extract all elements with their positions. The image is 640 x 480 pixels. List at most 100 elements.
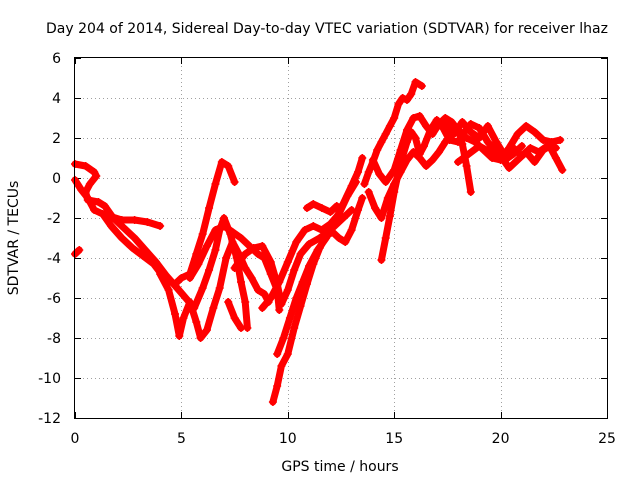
data-point	[277, 300, 286, 308]
data-point	[513, 130, 522, 138]
data-point	[202, 242, 211, 250]
data-point	[119, 224, 128, 232]
data-point	[219, 214, 228, 222]
y-tick-label: -2	[47, 211, 61, 227]
x-tick-label: 20	[492, 431, 510, 447]
data-point	[302, 204, 311, 212]
data-point	[434, 120, 443, 128]
data-point	[409, 148, 418, 156]
data-point	[175, 332, 184, 340]
data-point	[236, 324, 245, 332]
data-point	[441, 138, 450, 146]
x-axis-label: GPS time / hours	[281, 459, 398, 475]
data-point	[381, 178, 390, 186]
data-point	[228, 238, 237, 246]
data-point	[551, 144, 560, 152]
data-point	[422, 162, 431, 170]
data-point	[398, 94, 407, 102]
data-point	[434, 148, 443, 156]
data-point	[249, 244, 258, 252]
data-point	[266, 294, 275, 302]
data-point	[181, 294, 190, 302]
data-point	[292, 294, 301, 302]
data-point	[364, 168, 373, 176]
data-point	[202, 326, 211, 334]
data-point	[462, 162, 471, 170]
data-point	[394, 100, 403, 108]
data-point	[354, 206, 363, 214]
data-point	[149, 260, 158, 268]
y-tick-label: -6	[47, 291, 61, 307]
data-point	[543, 142, 552, 150]
data-point	[492, 138, 501, 146]
y-tick-label: 2	[52, 131, 61, 147]
data-point	[332, 202, 341, 210]
data-point	[285, 314, 294, 322]
x-tick-label: 25	[598, 431, 616, 447]
data-point	[209, 304, 218, 312]
series-track-3	[71, 246, 84, 258]
x-tick-labels: 0 5 10 15 20 25	[71, 431, 616, 447]
data-point	[300, 226, 309, 234]
data-point	[117, 234, 126, 242]
data-point	[513, 156, 522, 164]
data-point	[475, 124, 484, 132]
data-point	[92, 172, 101, 180]
data-point	[396, 168, 405, 176]
data-point	[317, 204, 326, 212]
data-point	[105, 212, 114, 220]
data-point	[296, 250, 305, 258]
data-point	[290, 324, 299, 332]
data-point	[75, 246, 84, 254]
data-point	[211, 180, 220, 188]
data-point	[230, 264, 239, 272]
data-point	[402, 96, 411, 104]
data-point	[485, 148, 494, 156]
data-point	[375, 170, 384, 178]
data-point	[464, 150, 473, 158]
series-track-5	[156, 238, 273, 342]
data-point	[407, 90, 416, 98]
data-point	[317, 226, 326, 234]
data-point	[383, 194, 392, 202]
data-point	[164, 286, 173, 294]
data-point	[371, 204, 380, 212]
data-point	[217, 158, 226, 166]
data-point	[83, 194, 92, 202]
data-point	[77, 186, 86, 194]
data-point	[483, 122, 492, 130]
data-point	[381, 234, 390, 242]
series-track-8	[224, 298, 245, 332]
data-point	[556, 136, 565, 144]
data-point	[130, 216, 139, 224]
series-track-11	[258, 178, 360, 312]
series-track-12	[302, 200, 341, 216]
y-tick-label: -10	[38, 371, 61, 387]
data-point	[219, 222, 228, 230]
data-point	[466, 188, 475, 196]
data-point	[422, 122, 431, 130]
y-axis-label: SDTVAR / TECUs	[6, 181, 22, 296]
data-point	[326, 220, 335, 228]
data-point	[475, 142, 484, 150]
data-point	[390, 114, 399, 122]
data-point	[130, 234, 139, 242]
y-tick-label: 4	[52, 91, 61, 107]
data-point	[279, 334, 288, 342]
data-point	[309, 222, 318, 230]
data-point	[143, 218, 152, 226]
data-point	[192, 250, 201, 258]
data-point	[402, 156, 411, 164]
data-point	[358, 154, 367, 162]
data-point	[377, 256, 386, 264]
data-point	[196, 334, 205, 342]
data-point	[90, 206, 99, 214]
data-point	[368, 156, 377, 164]
data-point	[94, 198, 103, 206]
data-point	[171, 280, 180, 288]
data-point	[471, 138, 480, 146]
data-point	[343, 192, 352, 200]
data-point	[305, 262, 314, 270]
y-tick-label: -12	[38, 411, 61, 427]
